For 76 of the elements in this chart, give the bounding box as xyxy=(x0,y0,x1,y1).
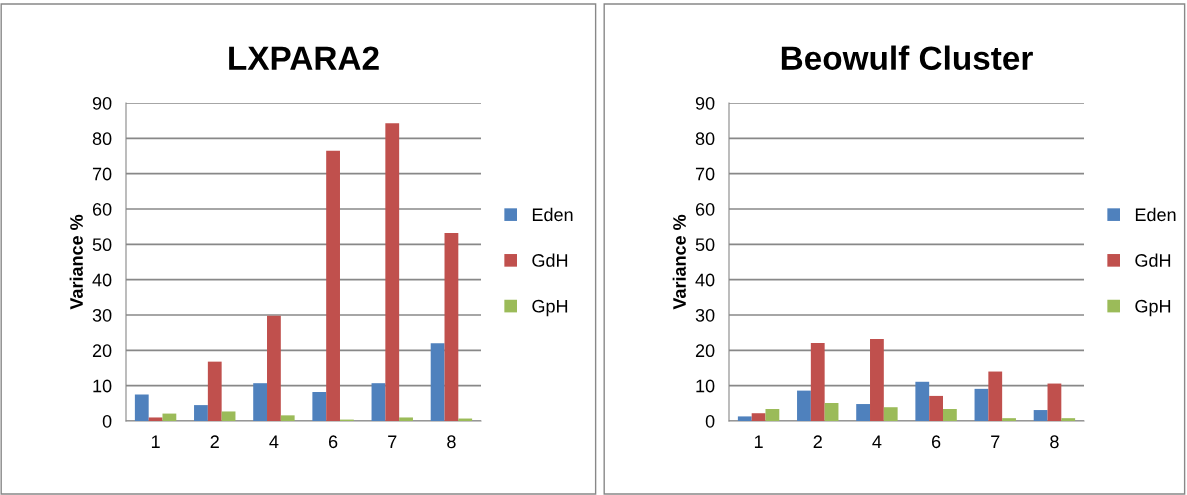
y-tick-label: 50 xyxy=(695,238,715,252)
y-axis-title: Variance % xyxy=(69,214,83,310)
bar xyxy=(371,383,386,421)
y-tick-label: 60 xyxy=(92,202,112,216)
legend-label: GdH xyxy=(532,253,568,267)
bar xyxy=(253,383,268,421)
y-axis-title: Variance % xyxy=(672,214,686,310)
bar xyxy=(856,404,871,421)
y-tick-label: 0 xyxy=(705,414,715,428)
x-tick-label: 4 xyxy=(872,435,882,448)
legend-label: Eden xyxy=(532,207,573,222)
bar xyxy=(797,390,811,421)
x-tick-label: 2 xyxy=(210,435,219,448)
y-tick-label: 10 xyxy=(93,379,112,393)
bar xyxy=(207,361,222,421)
x-tick-label: 8 xyxy=(447,435,456,449)
y-tick-label: 60 xyxy=(695,202,715,216)
x-tick-label: 8 xyxy=(1050,435,1059,449)
y-tick-label: 90 xyxy=(695,96,715,110)
bar xyxy=(1061,418,1076,421)
legend-label: GdH xyxy=(1135,253,1171,267)
bar xyxy=(1033,410,1048,421)
bar xyxy=(399,417,413,421)
bar xyxy=(765,408,780,421)
x-tick-label: 1 xyxy=(754,435,763,448)
y-tick-label: 20 xyxy=(695,344,715,358)
bar xyxy=(751,413,766,421)
bar xyxy=(148,417,163,421)
y-tick-label: 40 xyxy=(92,273,112,287)
y-tick-label: 30 xyxy=(92,308,112,322)
y-tick-label: 80 xyxy=(92,132,112,146)
bar xyxy=(942,408,957,421)
x-tick-label: 6 xyxy=(328,435,338,449)
bar xyxy=(988,371,1003,421)
bar xyxy=(1047,383,1062,421)
bar xyxy=(221,411,236,421)
bar xyxy=(915,381,930,421)
x-tick-label: 1 xyxy=(151,435,160,448)
bar xyxy=(824,402,839,421)
bar xyxy=(267,315,281,421)
bar xyxy=(737,416,752,421)
y-tick-label: 10 xyxy=(696,379,715,393)
bar xyxy=(430,343,445,421)
y-tick-label: 20 xyxy=(92,344,112,358)
bar xyxy=(810,342,825,421)
bar xyxy=(312,392,327,421)
y-tick-label: 40 xyxy=(695,273,715,287)
bar xyxy=(385,123,400,421)
bar xyxy=(883,407,898,421)
bar xyxy=(134,394,149,421)
bar xyxy=(280,415,295,421)
x-tick-label: 4 xyxy=(269,435,279,448)
x-tick-label: 7 xyxy=(991,435,1000,448)
bar xyxy=(974,388,989,421)
chart-title: Beowulf Cluster xyxy=(781,45,1033,70)
y-tick-label: 70 xyxy=(695,167,715,181)
chart-title: LXPARA2 xyxy=(229,46,379,70)
x-tick-label: 6 xyxy=(931,435,941,449)
bar xyxy=(162,413,177,421)
y-tick-label: 90 xyxy=(92,96,112,110)
x-tick-label: 7 xyxy=(388,435,397,448)
bar xyxy=(929,395,943,421)
bar xyxy=(326,150,340,421)
x-tick-label: 2 xyxy=(813,435,822,448)
y-tick-label: 50 xyxy=(92,238,112,252)
bar xyxy=(444,233,459,421)
bar xyxy=(1002,418,1016,421)
legend-label: GpH xyxy=(532,299,568,317)
bar xyxy=(870,339,884,421)
y-tick-label: 70 xyxy=(92,167,112,181)
y-tick-label: 80 xyxy=(695,132,715,146)
y-tick-label: 30 xyxy=(695,308,715,322)
legend-label: Eden xyxy=(1135,207,1176,222)
bar xyxy=(194,405,208,421)
y-tick-label: 0 xyxy=(102,414,112,428)
legend-label: GpH xyxy=(1135,299,1171,317)
